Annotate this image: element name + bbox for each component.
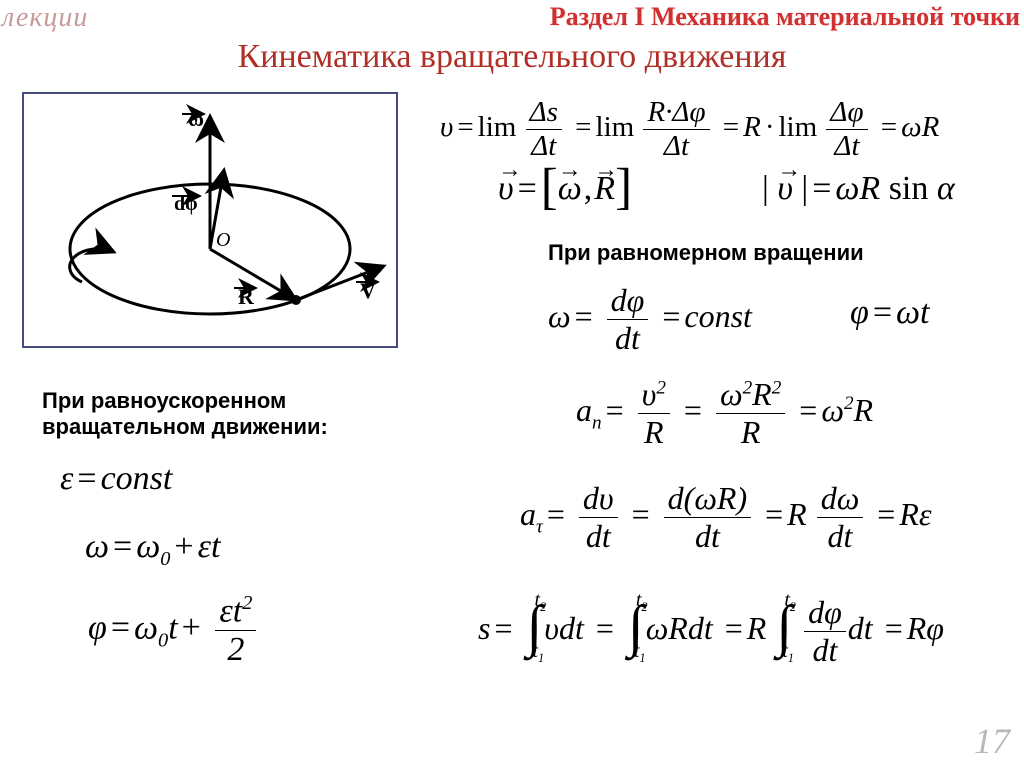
formula-magnitude: | υ |=ωR sin α — [762, 170, 955, 208]
heading-uniform-rotation: При равномерном вращении — [548, 240, 864, 266]
formula-phi-wt: φ=ωt — [850, 294, 929, 332]
rotation-diagram-frame: O ω dφ R V — [22, 92, 398, 348]
page-number: 17 — [974, 720, 1010, 762]
page-title: Кинематика вращательного движения — [0, 38, 1024, 76]
formula-omega-t: ω=ω0+εt — [85, 528, 220, 571]
section-header: Раздел I Механика материальной точки — [550, 2, 1020, 32]
center-label: O — [216, 229, 230, 251]
rotation-diagram-svg: O ω dφ R V — [24, 94, 396, 346]
formula-omega-const: ω= dφdt =const — [548, 282, 752, 357]
formula-atau: aτ= dυdt = d(ωR)dt =R dωdt =Rε — [520, 480, 932, 555]
watermark-lectures: лекции — [2, 2, 88, 34]
formula-eps-const: ε=const — [60, 460, 172, 498]
formula-an: an= υ2R = ω2R2R =ω2R — [576, 376, 873, 451]
heading-accelerated-line2: вращательном движении: — [42, 414, 328, 440]
formula-phi-t: φ=ω0t+ εt22 — [88, 592, 258, 669]
formula-vector-cross: υ=[ω,R] — [498, 170, 632, 208]
heading-accelerated-line1: При равноускоренном — [42, 388, 286, 414]
formula-arc-integral: s= ∫t1t2υdt = ∫t1t2ωRdt =R ∫t1t2 dφdtdt … — [478, 594, 944, 669]
formula-velocity-limit: υ=lim ΔsΔt =lim R·ΔφΔt =R·lim ΔφΔt =ωR — [440, 96, 939, 163]
omega-label: ω — [188, 106, 204, 131]
rotation-arrow-icon — [70, 249, 114, 282]
